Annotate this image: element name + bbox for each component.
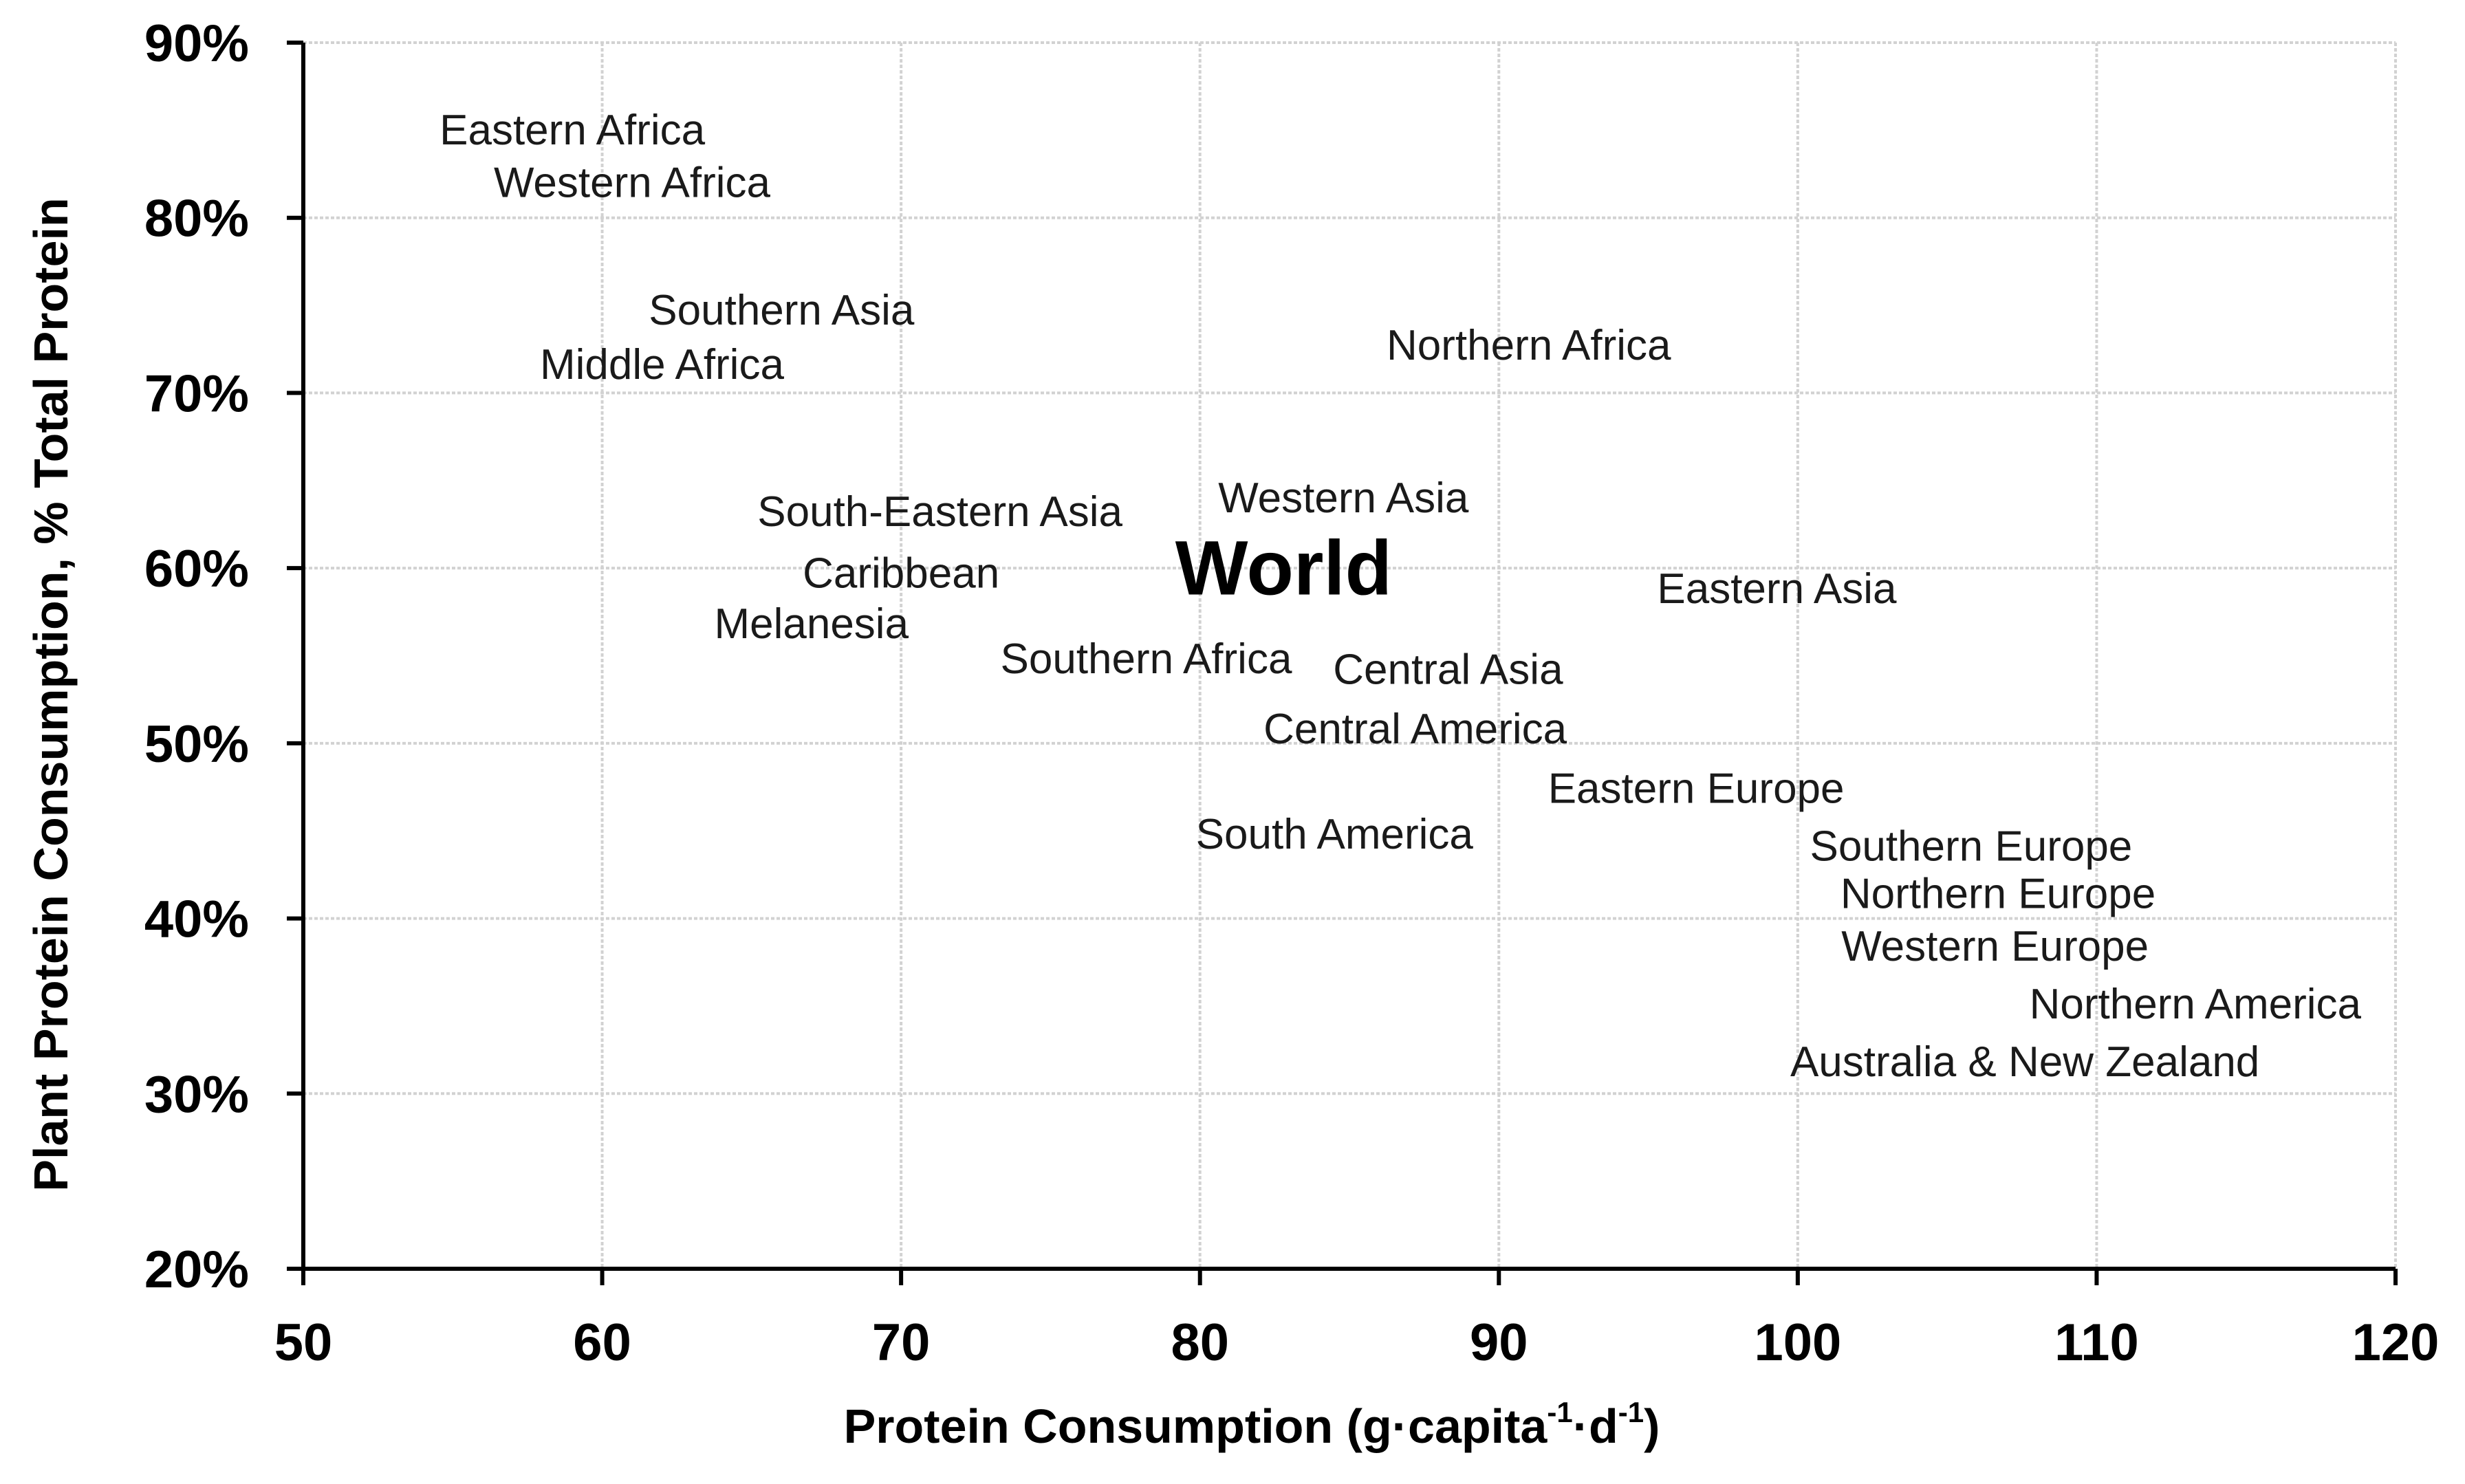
region-label-1: Western Africa — [494, 159, 771, 206]
region-label-17: Northern Europe — [1840, 870, 2155, 917]
region-label-14: Eastern Europe — [1548, 765, 1845, 813]
region-label-13: Central America — [1263, 706, 1567, 753]
x-tick-label-1: 60 — [573, 1313, 631, 1372]
y-tick-label-2: 40% — [144, 891, 249, 949]
axes — [287, 41, 2398, 1285]
x-tick-labels: 50 60 70 80 90 100 110 120 — [274, 1313, 2440, 1372]
y-tick-labels: 20% 30% 40% 50% 60% 70% 80% 90% — [144, 14, 249, 1299]
y-tick-label-1: 30% — [144, 1065, 249, 1124]
y-tick-label-6: 80% — [144, 190, 249, 248]
y-axis-title: Plant Protein Consumption, % Total Prote… — [24, 197, 78, 1191]
region-label-4: Northern Africa — [1387, 322, 1671, 369]
region-label-5: South-Eastern Asia — [757, 488, 1122, 536]
y-tick-label-7: 90% — [144, 14, 249, 73]
region-label-7: Caribbean — [803, 549, 999, 597]
region-label-9: Melanesia — [714, 600, 909, 648]
region-label-18: Western Europe — [1841, 923, 2149, 970]
region-label-15: South America — [1196, 811, 1474, 858]
region-label-0: Eastern Africa — [439, 107, 705, 154]
y-tick-label-0: 20% — [144, 1241, 249, 1299]
region-label-19: Northern America — [2030, 981, 2362, 1028]
data-labels: Eastern Africa Western Africa Southern Asi… — [439, 107, 2361, 1086]
y-tick-label-3: 50% — [144, 715, 249, 774]
x-tick-label-6: 110 — [2054, 1313, 2139, 1372]
x-tick-label-3: 80 — [1171, 1313, 1229, 1372]
world-label: World — [1175, 525, 1392, 611]
y-tick-label-4: 60% — [144, 540, 249, 598]
region-label-2: Southern Asia — [649, 287, 915, 334]
region-label-10: Eastern Asia — [1657, 565, 1897, 613]
region-label-20: Australia & New Zealand — [1790, 1038, 2259, 1086]
x-tick-label-7: 120 — [2352, 1313, 2440, 1372]
x-tick-label-5: 100 — [1754, 1313, 1841, 1372]
x-tick-label-2: 70 — [872, 1313, 931, 1372]
region-label-3: Middle Africa — [540, 341, 784, 389]
x-tick-label-0: 50 — [274, 1313, 333, 1372]
region-label-11: Southern Africa — [1001, 635, 1292, 683]
region-label-12: Central Asia — [1333, 646, 1563, 693]
x-tick-label-4: 90 — [1470, 1313, 1528, 1372]
region-label-16: Southern Europe — [1810, 823, 2133, 871]
region-label-6: Western Asia — [1218, 474, 1469, 522]
x-axis-title: Protein Consumption (g·capita-1·d-1) — [844, 1396, 1660, 1453]
y-tick-label-5: 70% — [144, 364, 249, 423]
